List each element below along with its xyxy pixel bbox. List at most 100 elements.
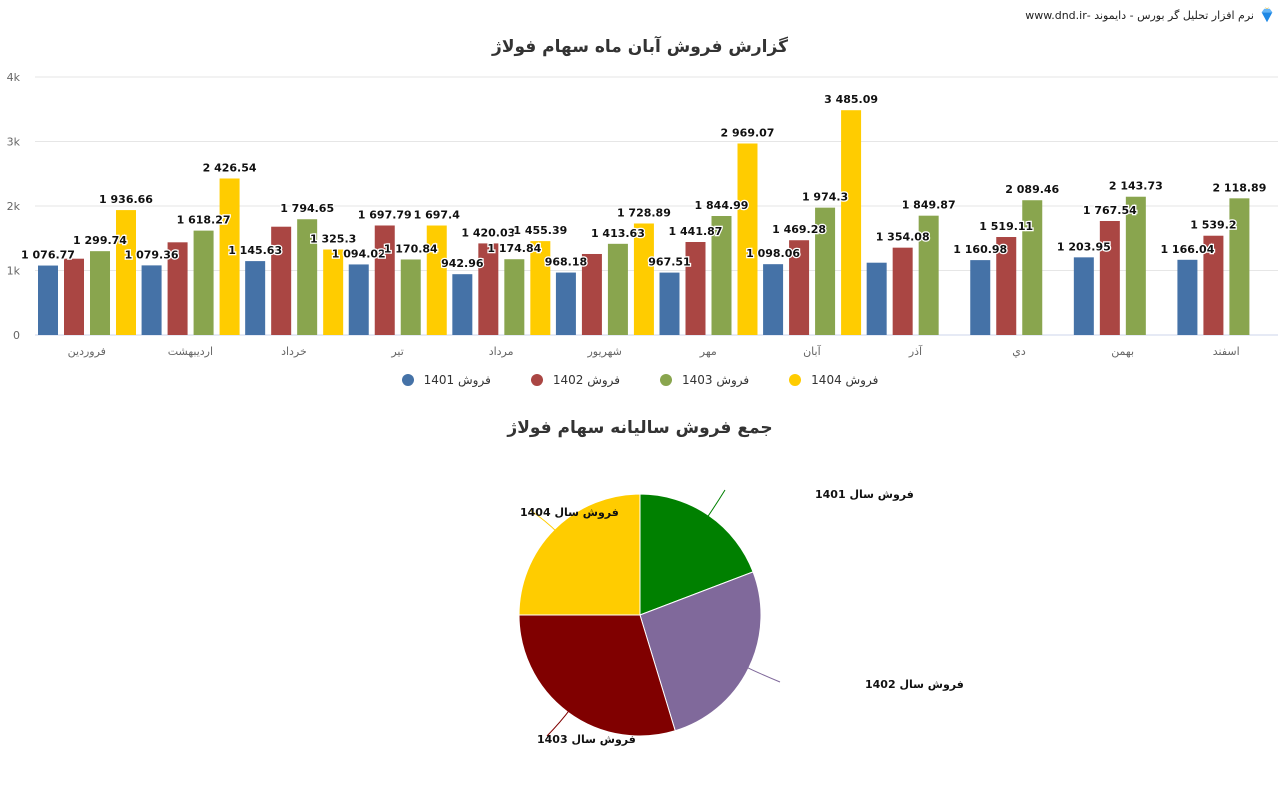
data-label: 1 618.27 xyxy=(177,214,231,227)
bar[interactable] xyxy=(1177,259,1198,335)
data-label: 2 118.89 xyxy=(1212,181,1266,194)
data-label: 1 469.28 xyxy=(772,223,826,236)
bar[interactable] xyxy=(659,272,680,335)
bar[interactable] xyxy=(866,262,887,335)
legend-label: فروش 1401 xyxy=(423,373,491,387)
bar-chart: 0 1k 2k 3k 4k فروردین اردیبهشت خرداد تیر مرداد شهر… xyxy=(7,71,1278,358)
bar[interactable] xyxy=(1229,198,1250,335)
legend-label: فروش 1404 xyxy=(811,373,879,387)
data-label: 1 441.87 xyxy=(669,225,723,238)
data-label: 1 203.95 xyxy=(1057,240,1111,253)
bar[interactable] xyxy=(426,225,447,335)
data-label: 1 519.11 xyxy=(979,220,1033,233)
legend-marker-icon xyxy=(401,374,414,386)
bar[interactable] xyxy=(996,237,1017,335)
bar[interactable] xyxy=(1125,196,1146,335)
data-label: 1 794.65 xyxy=(280,202,334,215)
legend-marker-icon xyxy=(789,374,802,386)
data-label: 967.51 xyxy=(648,256,690,269)
bar[interactable] xyxy=(348,264,369,335)
bar[interactable] xyxy=(789,240,810,335)
legend-item[interactable]: فروش 1403 xyxy=(660,373,749,387)
x-category-label: فروردین xyxy=(68,345,106,358)
data-label: 1 076.77 xyxy=(21,249,75,262)
data-label: 1 145.63 xyxy=(228,244,282,257)
bar[interactable] xyxy=(918,215,939,335)
x-category-label: اردیبهشت xyxy=(168,345,213,358)
bar[interactable] xyxy=(400,259,421,335)
x-category-label: تیر xyxy=(390,345,403,358)
data-label: 1 354.08 xyxy=(876,231,930,244)
data-label: 1 098.06 xyxy=(746,247,800,260)
bar[interactable] xyxy=(815,207,836,335)
x-category-label: مهر xyxy=(699,345,717,358)
data-label: 1 166.04 xyxy=(1160,243,1214,256)
bar[interactable] xyxy=(141,265,162,335)
bar[interactable] xyxy=(530,241,551,335)
data-label: 1 697.79 xyxy=(358,208,412,221)
bar[interactable] xyxy=(1022,200,1043,335)
bar[interactable] xyxy=(193,230,214,335)
chart-legend: فروش 1401 فروش 1402 فروش 1403 فروش 1404 xyxy=(0,373,1280,387)
data-label: 1 094.02 xyxy=(332,247,386,260)
x-category-label: بهمن xyxy=(1111,345,1134,358)
bar[interactable] xyxy=(504,259,525,335)
data-label: 1 974.3 xyxy=(802,191,848,204)
bar[interactable] xyxy=(90,251,110,335)
bar[interactable] xyxy=(1073,257,1094,335)
y-tick-label: 3k xyxy=(7,136,21,149)
bar[interactable] xyxy=(970,260,991,335)
bar[interactable] xyxy=(245,261,266,335)
bar[interactable] xyxy=(374,225,395,335)
x-category-label: شهریور xyxy=(586,345,621,358)
legend-item[interactable]: فروش 1404 xyxy=(789,373,878,387)
bar[interactable] xyxy=(685,241,706,335)
y-tick-label: 1k xyxy=(7,265,21,278)
pie-slice-label: فروش سال 1402 xyxy=(865,678,964,691)
data-label: 1 767.54 xyxy=(1083,204,1137,217)
data-label: 1 413.63 xyxy=(591,227,645,240)
bar[interactable] xyxy=(633,223,654,335)
x-category-label: دي xyxy=(1012,345,1026,358)
bar[interactable] xyxy=(271,226,292,335)
bar[interactable] xyxy=(323,249,344,335)
legend-label: فروش 1402 xyxy=(552,373,620,387)
data-label: 2 143.73 xyxy=(1109,180,1163,193)
bar[interactable] xyxy=(555,272,576,335)
bar[interactable] xyxy=(116,210,136,335)
x-category-label: آبان xyxy=(803,344,821,358)
data-label: 942.96 xyxy=(441,257,484,270)
bar[interactable] xyxy=(167,242,188,335)
bar[interactable] xyxy=(219,178,240,335)
bar[interactable] xyxy=(1203,235,1224,335)
x-category-label: اسفند xyxy=(1213,345,1240,358)
legend-item[interactable]: فروش 1402 xyxy=(530,373,620,387)
legend-item[interactable]: فروش 1401 xyxy=(401,373,491,387)
data-label: 1 160.98 xyxy=(953,243,1007,256)
x-category-label: آذر xyxy=(908,344,923,358)
bar[interactable] xyxy=(38,265,58,335)
bar[interactable] xyxy=(892,247,913,335)
bar[interactable] xyxy=(64,258,84,335)
y-tick-label: 0 xyxy=(13,329,20,342)
bar[interactable] xyxy=(297,219,318,335)
data-label: 1 697.4 xyxy=(414,209,461,222)
brand-header: نرم افزار تحلیل گر بورس - دایموند -www.d… xyxy=(1025,6,1276,24)
pie-connector xyxy=(743,665,781,683)
pie-slice[interactable] xyxy=(518,493,641,616)
bar[interactable] xyxy=(581,253,602,335)
bar[interactable] xyxy=(607,243,628,335)
bar[interactable] xyxy=(1099,220,1120,335)
diamond-icon xyxy=(1261,6,1273,23)
bar[interactable] xyxy=(452,274,473,335)
bar[interactable] xyxy=(841,110,862,335)
data-label: 1 170.84 xyxy=(384,242,438,255)
data-label: 1 728.89 xyxy=(617,206,671,219)
bar[interactable] xyxy=(478,243,499,335)
legend-marker-icon xyxy=(660,374,672,386)
bar[interactable] xyxy=(711,215,732,335)
data-label: 1 325.3 xyxy=(310,233,356,246)
legend-label: فروش 1403 xyxy=(682,373,750,387)
bar[interactable] xyxy=(737,143,758,335)
bar[interactable] xyxy=(763,264,784,335)
